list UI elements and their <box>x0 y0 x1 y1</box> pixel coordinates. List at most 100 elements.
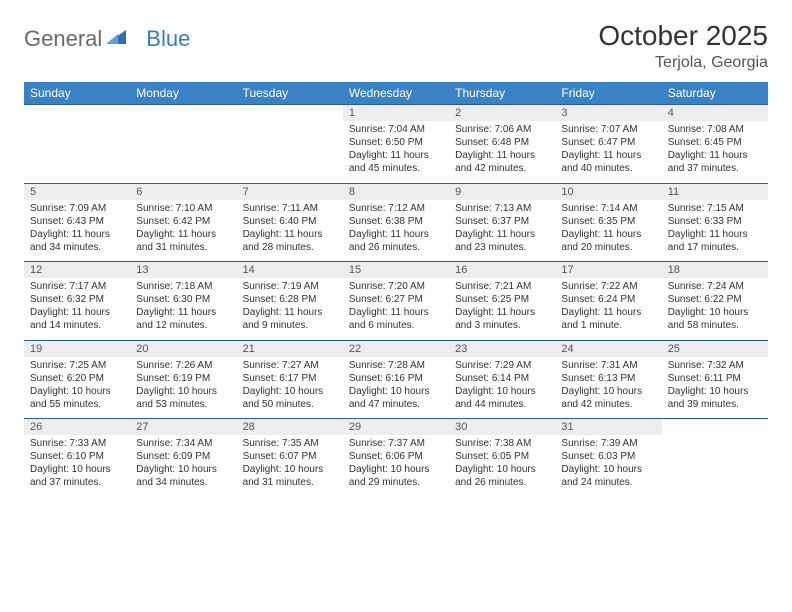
sunset-line: Sunset: 6:22 PM <box>668 293 762 306</box>
day-number: 3 <box>555 105 661 122</box>
weekday-header: Monday <box>130 82 236 105</box>
empty-cell <box>24 105 130 122</box>
day-content: Sunrise: 7:10 AMSunset: 6:42 PMDaylight:… <box>130 200 236 262</box>
day-content: Sunrise: 7:14 AMSunset: 6:35 PMDaylight:… <box>555 200 661 262</box>
day-content: Sunrise: 7:29 AMSunset: 6:14 PMDaylight:… <box>449 357 555 419</box>
empty-cell <box>237 105 343 122</box>
day-content-row: Sunrise: 7:09 AMSunset: 6:43 PM Daylight:… <box>24 200 768 262</box>
day-number: 20 <box>130 340 236 357</box>
daylight-line: Daylight: 11 hours and 31 minutes. <box>136 228 230 254</box>
sunset-line: Sunset: 6:35 PM <box>561 215 655 228</box>
daylight-line: Daylight: 11 hours and 26 minutes. <box>349 228 443 254</box>
sunset-line: Sunset: 6:30 PM <box>136 293 230 306</box>
calendar-body: 1234Sunrise: 7:04 AMSunset: 6:50 PMDayli… <box>24 105 768 498</box>
daylight-line: Daylight: 10 hours and 39 minutes. <box>668 385 762 411</box>
day-number: 28 <box>237 419 343 436</box>
day-number: 15 <box>343 262 449 279</box>
calendar-page: General Blue October 2025 Terjola, Georg… <box>0 0 792 507</box>
daylight-line: Daylight: 11 hours and 1 minute. <box>561 306 655 332</box>
sunrise-line: Sunrise: 7:17 AM <box>30 280 124 293</box>
empty-cell <box>24 121 130 183</box>
day-number-row: 1234 <box>24 105 768 122</box>
sunrise-line: Sunrise: 7:09 AM <box>30 202 124 215</box>
sunrise-line: Sunrise: 7:38 AM <box>455 437 549 450</box>
daylight-line: Daylight: 11 hours and 3 minutes. <box>455 306 549 332</box>
logo-sail-icon <box>104 26 128 52</box>
daylight-line: Daylight: 10 hours and 44 minutes. <box>455 385 549 411</box>
day-number: 21 <box>237 340 343 357</box>
sunrise-line: Sunrise: 7:39 AM <box>561 437 655 450</box>
day-number: 19 <box>24 340 130 357</box>
sunrise-line: Sunrise: 7:33 AM <box>30 437 124 450</box>
day-number: 5 <box>24 183 130 200</box>
sunrise-line: Sunrise: 7:32 AM <box>668 359 762 372</box>
day-content: Sunrise: 7:18 AMSunset: 6:30 PMDaylight:… <box>130 278 236 340</box>
sunrise-line: Sunrise: 7:27 AM <box>243 359 337 372</box>
day-number: 9 <box>449 183 555 200</box>
sunrise-line: Sunrise: 7:21 AM <box>455 280 549 293</box>
daylight-line: Daylight: 11 hours and 12 minutes. <box>136 306 230 332</box>
sunset-line: Sunset: 6:06 PM <box>349 450 443 463</box>
sunset-line: Sunset: 6:17 PM <box>243 372 337 385</box>
day-number: 13 <box>130 262 236 279</box>
weekday-header: Tuesday <box>237 82 343 105</box>
sunset-line: Sunset: 6:16 PM <box>349 372 443 385</box>
daylight-line: Daylight: 11 hours and 28 minutes. <box>243 228 337 254</box>
logo-text-general: General <box>24 26 102 52</box>
day-number: 27 <box>130 419 236 436</box>
daylight-line: Daylight: 11 hours and 40 minutes. <box>561 149 655 175</box>
day-content: Sunrise: 7:35 AMSunset: 6:07 PMDaylight:… <box>237 435 343 497</box>
sunrise-line: Sunrise: 7:28 AM <box>349 359 443 372</box>
day-content: Sunrise: 7:12 AMSunset: 6:38 PMDaylight:… <box>343 200 449 262</box>
daylight-line: Daylight: 10 hours and 24 minutes. <box>561 463 655 489</box>
sunset-line: Sunset: 6:03 PM <box>561 450 655 463</box>
weekday-header: Saturday <box>662 82 768 105</box>
day-number-row: 262728293031 <box>24 419 768 436</box>
daylight-line: Daylight: 11 hours and 14 minutes. <box>30 306 124 332</box>
day-content: Sunrise: 7:21 AMSunset: 6:25 PMDaylight:… <box>449 278 555 340</box>
sunrise-line: Sunrise: 7:12 AM <box>349 202 443 215</box>
weekday-header: Friday <box>555 82 661 105</box>
day-content: Sunrise: 7:38 AMSunset: 6:05 PMDaylight:… <box>449 435 555 497</box>
day-number: 31 <box>555 419 661 436</box>
sunrise-line: Sunrise: 7:04 AM <box>349 123 443 136</box>
day-content: Sunrise: 7:07 AMSunset: 6:47 PMDaylight:… <box>555 121 661 183</box>
day-number: 2 <box>449 105 555 122</box>
day-content: Sunrise: 7:32 AMSunset: 6:11 PMDaylight:… <box>662 357 768 419</box>
sunrise-line: Sunrise: 7:07 AM <box>561 123 655 136</box>
day-number: 22 <box>343 340 449 357</box>
sunset-line: Sunset: 6:48 PM <box>455 136 549 149</box>
sunset-line: Sunset: 6:28 PM <box>243 293 337 306</box>
sunrise-line: Sunrise: 7:19 AM <box>243 280 337 293</box>
sunset-line: Sunset: 6:45 PM <box>668 136 762 149</box>
sunset-line: Sunset: 6:19 PM <box>136 372 230 385</box>
sunset-line: Sunset: 6:20 PM <box>30 372 124 385</box>
sunset-line: Sunset: 6:32 PM <box>30 293 124 306</box>
empty-cell <box>662 435 768 497</box>
title-block: October 2025 Terjola, Georgia <box>598 20 768 72</box>
sunrise-line: Sunrise: 7:31 AM <box>561 359 655 372</box>
daylight-line: Daylight: 10 hours and 58 minutes. <box>668 306 762 332</box>
empty-cell <box>130 105 236 122</box>
day-content: Sunrise: 7:04 AMSunset: 6:50 PMDaylight:… <box>343 121 449 183</box>
sunset-line: Sunset: 6:40 PM <box>243 215 337 228</box>
logo: General Blue <box>24 26 190 52</box>
daylight-line: Daylight: 11 hours and 37 minutes. <box>668 149 762 175</box>
day-number: 23 <box>449 340 555 357</box>
sunset-line: Sunset: 6:07 PM <box>243 450 337 463</box>
day-content: Sunrise: 7:22 AMSunset: 6:24 PMDaylight:… <box>555 278 661 340</box>
sunrise-line: Sunrise: 7:14 AM <box>561 202 655 215</box>
logo-text-blue: Blue <box>146 26 190 52</box>
sunset-line: Sunset: 6:43 PM <box>30 215 124 228</box>
sunset-line: Sunset: 6:33 PM <box>668 215 762 228</box>
day-content: Sunrise: 7:37 AMSunset: 6:06 PMDaylight:… <box>343 435 449 497</box>
day-content: Sunrise: 7:33 AMSunset: 6:10 PMDaylight:… <box>24 435 130 497</box>
day-number: 8 <box>343 183 449 200</box>
day-number: 18 <box>662 262 768 279</box>
sunrise-line: Sunrise: 7:06 AM <box>455 123 549 136</box>
sunrise-line: Sunrise: 7:15 AM <box>668 202 762 215</box>
daylight-line: Daylight: 10 hours and 29 minutes. <box>349 463 443 489</box>
sunset-line: Sunset: 6:38 PM <box>349 215 443 228</box>
daylight-line: Daylight: 11 hours and 6 minutes. <box>349 306 443 332</box>
day-number: 1 <box>343 105 449 122</box>
